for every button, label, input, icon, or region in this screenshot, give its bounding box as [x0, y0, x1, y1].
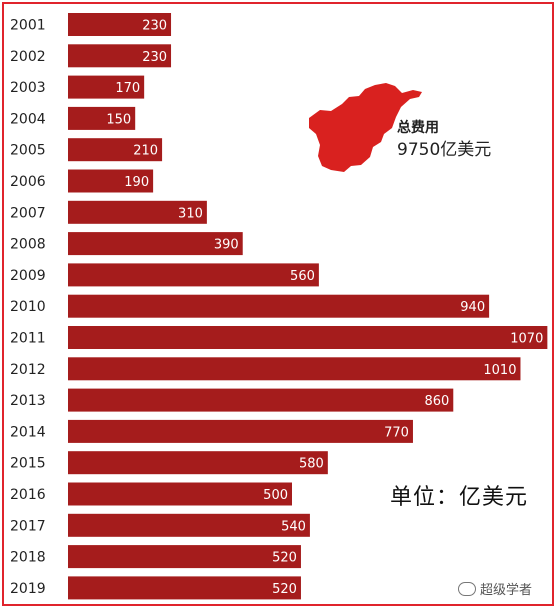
bar — [68, 200, 207, 224]
year-label: 2018 — [10, 550, 46, 566]
bar-value-label: 310 — [178, 206, 203, 221]
bar-value-label: 580 — [299, 457, 324, 472]
bar-value-label: 500 — [263, 488, 288, 503]
total-cost-annotation: 总费用 9750亿美元 — [397, 118, 491, 162]
year-label: 2017 — [10, 518, 46, 534]
bar-value-label: 150 — [106, 112, 131, 127]
bar — [68, 482, 292, 506]
bar-value-label: 210 — [133, 144, 158, 159]
bar — [68, 232, 243, 256]
year-label: 2009 — [10, 268, 46, 284]
year-label: 2011 — [10, 331, 46, 347]
bar-value-label: 860 — [424, 394, 449, 409]
year-label: 2016 — [10, 487, 46, 503]
bar-value-label: 190 — [124, 175, 149, 190]
year-label: 2007 — [10, 205, 46, 221]
year-label: 2006 — [10, 174, 46, 190]
bar — [68, 13, 172, 36]
bar-value-label: 770 — [384, 425, 409, 440]
bar — [68, 513, 310, 537]
year-label: 2014 — [10, 424, 46, 440]
bar — [68, 169, 154, 193]
year-label: 2001 — [10, 18, 46, 34]
total-cost-value: 9750亿美元 — [397, 140, 492, 160]
afghanistan-map-icon — [309, 83, 422, 172]
bar-value-label: 230 — [142, 19, 167, 34]
bar — [68, 75, 145, 99]
bar-value-label: 520 — [272, 582, 297, 597]
year-label: 2010 — [10, 299, 46, 315]
watermark: 超级学者 — [458, 579, 532, 598]
bar — [68, 451, 328, 475]
bar-value-label: 230 — [142, 50, 167, 65]
year-label: 2013 — [10, 393, 46, 409]
bar-value-label: 940 — [460, 300, 485, 315]
wechat-icon — [458, 582, 476, 596]
year-label: 2004 — [10, 111, 46, 127]
bar — [68, 545, 301, 569]
bar-value-label: 1010 — [483, 363, 516, 378]
bar — [68, 326, 548, 349]
year-label: 2012 — [10, 362, 46, 378]
year-label: 2003 — [10, 80, 46, 96]
unit-label: 单位：亿美元 — [390, 485, 529, 510]
bar — [68, 138, 163, 162]
year-label: 2002 — [10, 49, 46, 65]
bar — [68, 106, 136, 130]
year-label: 2005 — [10, 143, 46, 159]
bar — [68, 419, 413, 443]
year-label: 2015 — [10, 456, 46, 472]
bar-value-label: 1070 — [510, 332, 543, 347]
bar-value-label: 170 — [115, 81, 140, 96]
watermark-text: 超级学者 — [480, 583, 533, 598]
total-cost-label: 总费用 — [397, 120, 439, 136]
bar — [68, 294, 490, 318]
bar — [68, 44, 172, 68]
bar-value-label: 560 — [290, 269, 315, 284]
bar — [68, 388, 454, 412]
bar — [68, 357, 521, 381]
bar — [68, 263, 319, 287]
bar-value-label: 520 — [272, 551, 297, 566]
bar-value-label: 540 — [281, 519, 306, 534]
year-label: 2008 — [10, 237, 46, 253]
bar-value-label: 390 — [214, 238, 239, 253]
year-label: 2019 — [10, 581, 46, 597]
bar — [68, 576, 301, 600]
